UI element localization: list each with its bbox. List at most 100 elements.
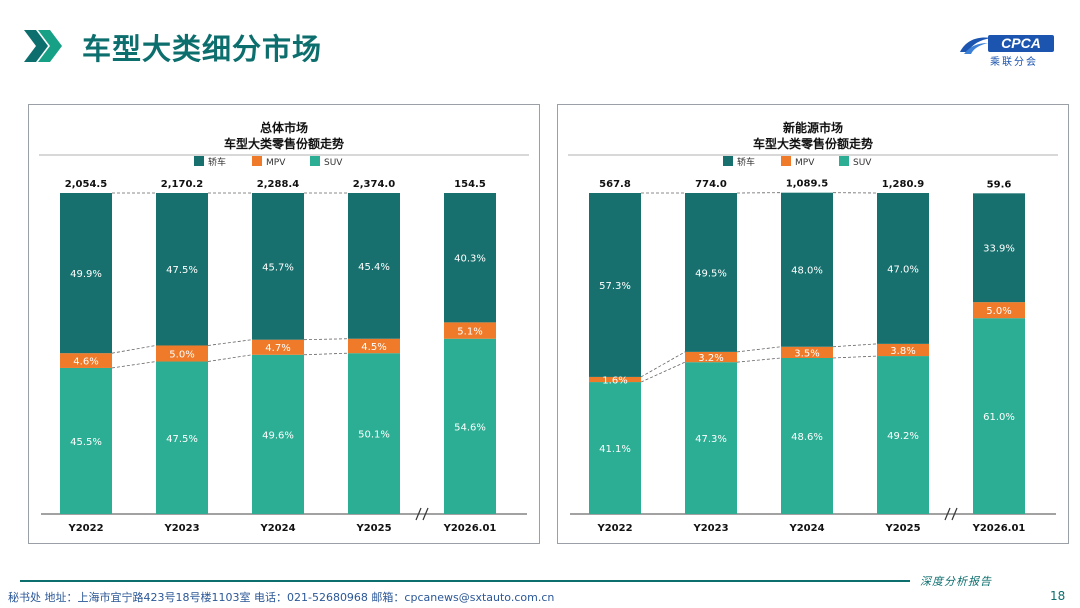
chart-panel-overall: 总体市场 车型大类零售份额走势 轿车 MPV SUV 45.5% 4.6% 49.9% 2,05… <box>28 104 540 544</box>
connector-line <box>207 354 253 362</box>
legend-label: 轿车 <box>737 156 755 168</box>
header: 车型大类细分市场 CPCA 乘联分会 <box>0 0 1080 80</box>
data-label-suv: 49.2% <box>887 431 919 442</box>
logo-text: CPCA <box>988 35 1054 52</box>
data-label-sedan: 45.7% <box>262 262 294 273</box>
data-label-mpv: 4.5% <box>361 342 386 353</box>
bar-mpv <box>252 339 304 355</box>
bar-sedan <box>685 193 737 352</box>
bar-mpv <box>781 346 833 358</box>
data-label-sedan: 40.3% <box>454 254 486 265</box>
bar-mpv <box>685 351 737 363</box>
data-label-sedan: 47.5% <box>166 265 198 276</box>
bar-mpv <box>348 338 400 354</box>
chart-panel-nev: 新能源市场 车型大类零售份额走势 轿车 MPV SUV 41.1% 1.6% 57.3% 567… <box>557 104 1069 544</box>
bar-suv <box>444 338 496 514</box>
category-label: Y2023 <box>692 523 728 534</box>
legend-swatch <box>723 156 733 166</box>
chart-subtitle: 车型大类零售份额走势 <box>224 136 344 151</box>
bar-suv <box>973 318 1025 514</box>
data-label-suv: 50.1% <box>358 430 390 441</box>
bar-mpv <box>60 353 112 368</box>
data-label-sedan: 47.0% <box>887 264 919 275</box>
data-label-sedan: 49.9% <box>70 269 102 280</box>
bar-sedan <box>877 193 929 344</box>
axis-break-mark <box>422 507 429 521</box>
data-label-mpv: 4.6% <box>73 357 98 368</box>
total-label: 2,288.4 <box>257 179 299 190</box>
bar-mpv <box>973 302 1025 319</box>
connector-line <box>111 345 157 354</box>
data-label-suv: 47.5% <box>166 434 198 445</box>
bar-suv <box>781 357 833 514</box>
connector-line <box>111 361 157 369</box>
category-label: Y2022 <box>67 523 103 534</box>
axis-break-mark <box>944 507 951 521</box>
data-label-mpv: 3.8% <box>890 346 915 357</box>
logo-subtext: 乘联分会 <box>990 57 1038 68</box>
category-label: Y2026.01 <box>443 523 497 534</box>
axis-break-mark <box>415 507 422 521</box>
bar-suv <box>348 353 400 514</box>
connector-line <box>736 357 782 363</box>
cpca-logo: CPCA 乘联分会 <box>958 32 1058 70</box>
data-label-mpv: 3.2% <box>698 353 723 364</box>
logo-wing-icon <box>960 37 991 54</box>
data-label-suv: 41.1% <box>599 444 631 455</box>
bar-sedan <box>973 193 1025 303</box>
connector-line <box>303 338 349 341</box>
data-label-suv: 61.0% <box>983 412 1015 423</box>
category-label: Y2024 <box>788 523 824 534</box>
legend-label: MPV <box>795 158 815 168</box>
page-title: 车型大类细分市场 <box>82 32 323 66</box>
legend-swatch <box>781 156 791 166</box>
bar-suv <box>156 361 208 514</box>
data-label-mpv: 5.1% <box>457 327 482 338</box>
footer-contact: 秘书处 地址：上海市宜宁路423号18号楼1103室 电话：021-526809… <box>8 591 555 604</box>
legend-label: 轿车 <box>208 156 226 168</box>
bar-sedan <box>781 192 833 347</box>
total-label: 2,054.5 <box>65 179 107 190</box>
connector-line <box>207 339 253 346</box>
data-label-sedan: 33.9% <box>983 244 1015 255</box>
data-label-suv: 49.6% <box>262 430 294 441</box>
total-label: 567.8 <box>599 179 631 190</box>
bar-sedan <box>60 193 112 354</box>
data-label-mpv: 4.7% <box>265 343 290 354</box>
data-label-mpv: 5.0% <box>986 306 1011 317</box>
total-label: 1,089.5 <box>786 179 828 190</box>
legend-label: SUV <box>853 158 872 168</box>
double-chevron-icon <box>24 30 62 62</box>
category-label: Y2022 <box>596 523 632 534</box>
chart-subtitle: 车型大类零售份额走势 <box>753 136 873 151</box>
data-label-suv: 48.6% <box>791 432 823 443</box>
legend-swatch <box>310 156 320 166</box>
connector-line <box>832 343 878 348</box>
data-label-suv: 54.6% <box>454 422 486 433</box>
data-label-suv: 47.3% <box>695 434 727 445</box>
category-label: Y2025 <box>884 523 920 534</box>
connector-line <box>640 351 686 378</box>
category-label: Y2023 <box>163 523 199 534</box>
chart-title: 新能源市场 <box>783 120 843 135</box>
total-label: 774.0 <box>695 179 727 190</box>
footer-divider <box>20 580 910 582</box>
total-label: 154.5 <box>454 179 486 190</box>
category-label: Y2024 <box>259 523 295 534</box>
legend-swatch <box>194 156 204 166</box>
bar-suv <box>589 382 641 514</box>
bar-suv <box>877 356 929 514</box>
total-label: 2,170.2 <box>161 179 203 190</box>
legend-label: MPV <box>266 158 286 168</box>
category-label: Y2025 <box>355 523 391 534</box>
bar-suv <box>60 367 112 514</box>
footer-tag: 深度分析报告 <box>920 575 992 588</box>
total-label: 1,280.9 <box>882 179 924 190</box>
footer: 深度分析报告 秘书处 地址：上海市宜宁路423号18号楼1103室 电话：021… <box>0 575 1080 608</box>
connector-line <box>640 361 686 383</box>
total-label: 2,374.0 <box>353 179 395 190</box>
data-label-sedan: 48.0% <box>791 266 823 277</box>
category-label: Y2026.01 <box>972 523 1026 534</box>
legend-swatch <box>252 156 262 166</box>
